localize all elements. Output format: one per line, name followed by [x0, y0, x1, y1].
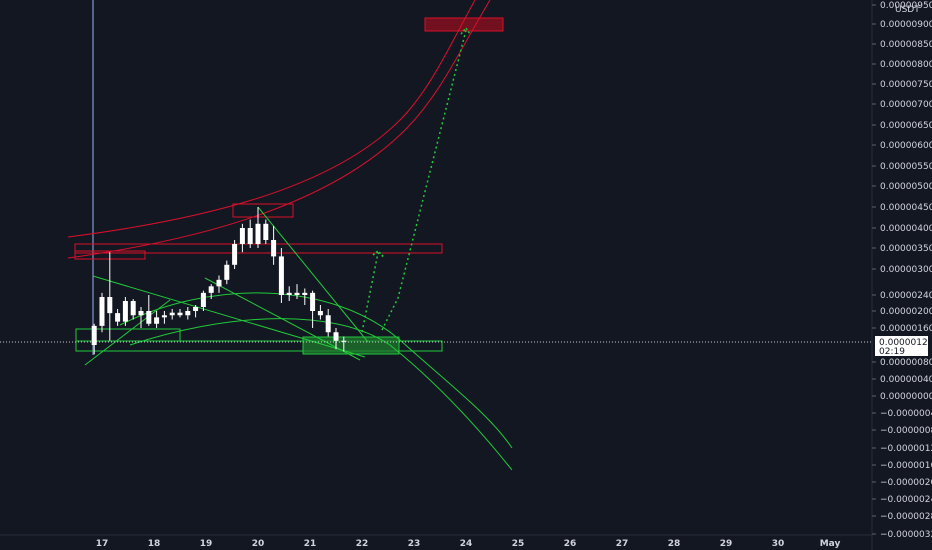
- candle-body: [177, 312, 183, 316]
- y-tick-label: 0.00000950: [880, 1, 932, 11]
- y-tick-label: 0.00000160: [880, 324, 932, 334]
- red-arc-inner[interactable]: [67, 0, 491, 259]
- y-tick-label: 0.00000900: [880, 20, 932, 30]
- candle-body: [185, 311, 191, 316]
- y-tick-label: 0.00000400: [880, 224, 932, 234]
- y-tick-label: 0.00000700: [880, 100, 932, 110]
- candle-body: [325, 315, 331, 333]
- x-tick-label: May: [820, 539, 841, 549]
- y-tick-label: 0.00000550: [880, 162, 932, 172]
- candle-body: [239, 228, 245, 244]
- green-trendline-3[interactable]: [257, 206, 369, 343]
- y-tick-label: −0.00000160: [880, 461, 932, 471]
- projection-path-long[interactable]: [381, 29, 467, 331]
- y-tick-label: 0.00000000: [880, 392, 932, 402]
- y-tick-label: −0.00000120: [880, 444, 932, 454]
- last-price-tag: 0.00000128 02:19: [875, 336, 932, 357]
- x-tick-label: 21: [304, 539, 317, 549]
- buy-zone-box[interactable]: [302, 336, 400, 355]
- candle-body: [216, 279, 222, 287]
- candle-body: [138, 311, 144, 316]
- candle-body: [255, 223, 261, 244]
- x-tick-label: 25: [512, 539, 525, 549]
- candle-body: [193, 307, 199, 311]
- x-tick-label: 27: [616, 539, 629, 549]
- y-tick-label: 0.00000450: [880, 203, 932, 213]
- x-tick-label: 29: [720, 539, 733, 549]
- candle-countdown: 02:19: [879, 347, 905, 357]
- candle-body: [107, 297, 113, 314]
- y-tick-label: 0.00000350: [880, 244, 932, 254]
- candle-body: [263, 223, 269, 240]
- candle-body: [294, 292, 300, 295]
- green-arc-outer[interactable]: [119, 292, 513, 449]
- y-tick-label: 0.00000500: [880, 182, 932, 192]
- candle-body: [154, 317, 160, 324]
- x-tick-label: 23: [408, 539, 421, 549]
- candle-body: [115, 313, 121, 322]
- y-tick-label: −0.00000322: [880, 530, 932, 540]
- y-tick-label: 0.00000750: [880, 80, 932, 90]
- x-tick-label: 18: [148, 539, 161, 549]
- x-tick-label: 28: [668, 539, 681, 549]
- candle-body: [310, 292, 316, 311]
- x-tick-label: 20: [252, 539, 265, 549]
- x-tick-label: 17: [96, 539, 109, 549]
- y-tick-label: 0.00000200: [880, 307, 932, 317]
- candle-body: [317, 311, 323, 316]
- y-tick-label: 0.00000080: [880, 358, 932, 368]
- price-axis-unit-label: USDT: [895, 5, 920, 15]
- y-tick-label: 0.00000240: [880, 291, 932, 301]
- y-tick-label: −0.00000040: [880, 409, 932, 419]
- candle-body: [122, 301, 128, 322]
- y-tick-label: 0.00000300: [880, 265, 932, 275]
- y-tick-label: −0.00000200: [880, 478, 932, 488]
- candle-body: [302, 292, 308, 295]
- x-tick-label: 22: [356, 539, 369, 549]
- candle-body: [271, 240, 277, 257]
- candle-body: [130, 301, 136, 316]
- candle-body: [169, 312, 175, 316]
- x-tick-label: 26: [564, 539, 577, 549]
- candle-body: [224, 264, 230, 280]
- y-tick-label: 0.00000650: [880, 121, 932, 131]
- y-tick-label: 0.00000600: [880, 141, 932, 151]
- candle-body: [278, 256, 284, 295]
- green-trendline-4[interactable]: [84, 299, 171, 366]
- y-tick-label: −0.00000240: [880, 495, 932, 505]
- y-tick-label: 0.00000850: [880, 40, 932, 50]
- price-axis[interactable]: 0.00000950 0.00000900 0.00000850 0.00000800…: [872, 1, 932, 540]
- x-tick-label: 30: [772, 539, 785, 549]
- candle-body: [208, 286, 214, 293]
- y-tick-label: −0.00000280: [880, 512, 932, 522]
- y-tick-label: −0.00000080: [880, 426, 932, 436]
- projection-path-arrowhead-long: [460, 26, 471, 35]
- green-trendline-1[interactable]: [92, 275, 366, 358]
- candle-body: [200, 292, 206, 307]
- candle-body: [333, 332, 339, 341]
- last-price-value: 0.00000128: [879, 338, 932, 348]
- candle-body: [99, 297, 105, 326]
- candle-body: [232, 244, 238, 265]
- candle-body: [161, 315, 167, 318]
- candles-group: [91, 207, 347, 355]
- support-box-left[interactable]: [75, 328, 181, 342]
- support-box-long[interactable]: [75, 340, 443, 352]
- y-tick-label: 0.00000040: [880, 375, 932, 385]
- candle-body: [341, 340, 347, 342]
- candle-body: [286, 292, 292, 295]
- resistance-box-top[interactable]: [232, 203, 294, 218]
- red-arc-outer[interactable]: [67, 0, 476, 238]
- candle-body: [247, 228, 253, 244]
- candle-body: [146, 311, 152, 324]
- time-axis[interactable]: 17 18 19 20 21 22 23 24 25 26 27 28 29 30 May: [96, 539, 841, 549]
- x-tick-label: 19: [200, 539, 213, 549]
- candle-body: [91, 325, 97, 345]
- x-tick-label: 24: [460, 539, 473, 549]
- y-tick-label: 0.00000800: [880, 60, 932, 70]
